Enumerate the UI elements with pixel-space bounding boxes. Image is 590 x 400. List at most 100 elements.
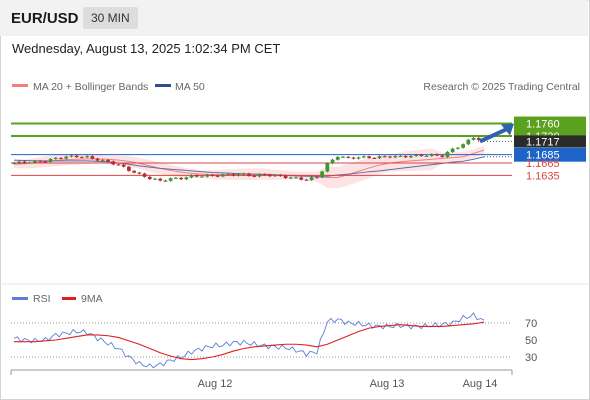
ma9-legend-label: 9MA (81, 293, 103, 305)
candle-body (147, 176, 152, 180)
candle-body (111, 161, 116, 165)
candle-body (288, 177, 293, 179)
source-credit: Research © 2025 Trading Central (423, 81, 580, 93)
ma50-legend-swatch (155, 84, 171, 87)
candle-body (403, 156, 408, 158)
candle-body (273, 175, 277, 177)
resistance-level-tag (514, 116, 586, 131)
candle-body (127, 166, 131, 171)
candle-body (325, 163, 330, 172)
candle-body (252, 175, 257, 177)
candle-body (304, 179, 309, 181)
rsi-tick-label: 50 (525, 335, 537, 347)
candle-body (294, 177, 298, 179)
candle-body (33, 160, 37, 163)
candle-body (106, 159, 110, 162)
candle-body (194, 175, 199, 177)
candle-body (174, 177, 178, 179)
candle-body (121, 164, 126, 167)
ma20-legend-swatch (12, 84, 28, 87)
candle-body (12, 162, 16, 164)
candle-body (210, 174, 215, 176)
candle-body (22, 161, 27, 163)
candle-body (450, 148, 455, 152)
rsi-ma9-line (14, 321, 485, 361)
candle-body (95, 158, 100, 161)
candle-body (189, 175, 194, 178)
candle-body (362, 156, 366, 158)
candle-body (372, 157, 377, 159)
forecast-arrow (479, 126, 509, 144)
candle-body (69, 155, 74, 157)
candle-body (424, 155, 429, 157)
candle-body (335, 156, 340, 160)
candle-body (215, 175, 220, 177)
candle-body (409, 156, 413, 158)
candle-body (100, 159, 105, 161)
candle-body (309, 177, 314, 180)
candle-body (278, 175, 283, 177)
candle-body (398, 156, 403, 158)
candle-body (341, 156, 345, 158)
symbol-label: EUR/USD (11, 10, 79, 27)
candle-body (330, 159, 335, 164)
candle-body (476, 137, 481, 140)
x-tick-label: Aug 13 (370, 378, 405, 390)
candle-body (268, 174, 272, 177)
candle-body (142, 173, 147, 177)
forecast-arrowhead (501, 123, 514, 136)
header-bar: EUR/USD 30 MIN (0, 0, 588, 36)
candle-body (200, 176, 204, 178)
rsi-line (13, 312, 485, 369)
candle-body (205, 174, 210, 177)
candle-body (315, 177, 319, 179)
candle-body (445, 151, 450, 157)
candle-body (414, 154, 418, 157)
candle-body (456, 147, 460, 149)
candle-body (461, 144, 465, 148)
candle-body (299, 177, 304, 180)
bollinger-band (14, 146, 484, 189)
candle-body (179, 177, 183, 180)
timestamp: Wednesday, August 13, 2025 1:02:34 PM CE… (12, 41, 281, 56)
candle-body (132, 170, 136, 173)
support-level-label: 1.1635 (526, 170, 560, 182)
candle-body (64, 156, 69, 159)
candle-body (440, 155, 445, 157)
rsi-tick-label: 70 (525, 318, 537, 330)
candle-body (59, 157, 63, 159)
candle-body (429, 154, 434, 156)
candle-body (17, 161, 22, 163)
candle-body (419, 154, 424, 157)
candle-body (262, 174, 267, 176)
candle-body (388, 156, 392, 158)
rsi-legend-label: RSI (33, 293, 51, 305)
candle-body (377, 156, 382, 159)
x-tick-label: Aug 14 (463, 378, 498, 390)
current-price-label: 1.1717 (526, 136, 560, 148)
ma9-legend-swatch (62, 297, 76, 300)
timeframe-button[interactable]: 30 MIN (83, 7, 138, 29)
candle-body (43, 161, 48, 163)
candle-body (184, 177, 189, 180)
candle-body (116, 164, 121, 166)
candle-body (163, 180, 168, 182)
resistance-level-label: 1.1760 (526, 119, 560, 131)
candle-body (53, 157, 58, 159)
ma50-legend-label: MA 50 (175, 81, 205, 93)
candle-body (38, 160, 42, 162)
candle-body (257, 174, 262, 177)
candle-body (153, 178, 157, 180)
candle-body (221, 174, 225, 177)
candle-body (435, 154, 439, 156)
candle-body (471, 137, 476, 140)
ma20-legend-label: MA 20 + Bollinger Bands (33, 81, 148, 93)
candle-body (241, 173, 246, 175)
candle-body (356, 157, 361, 159)
current-price-tag (514, 135, 586, 148)
candle-body (90, 156, 95, 159)
candle-body (247, 173, 251, 176)
candle-body (137, 172, 142, 174)
